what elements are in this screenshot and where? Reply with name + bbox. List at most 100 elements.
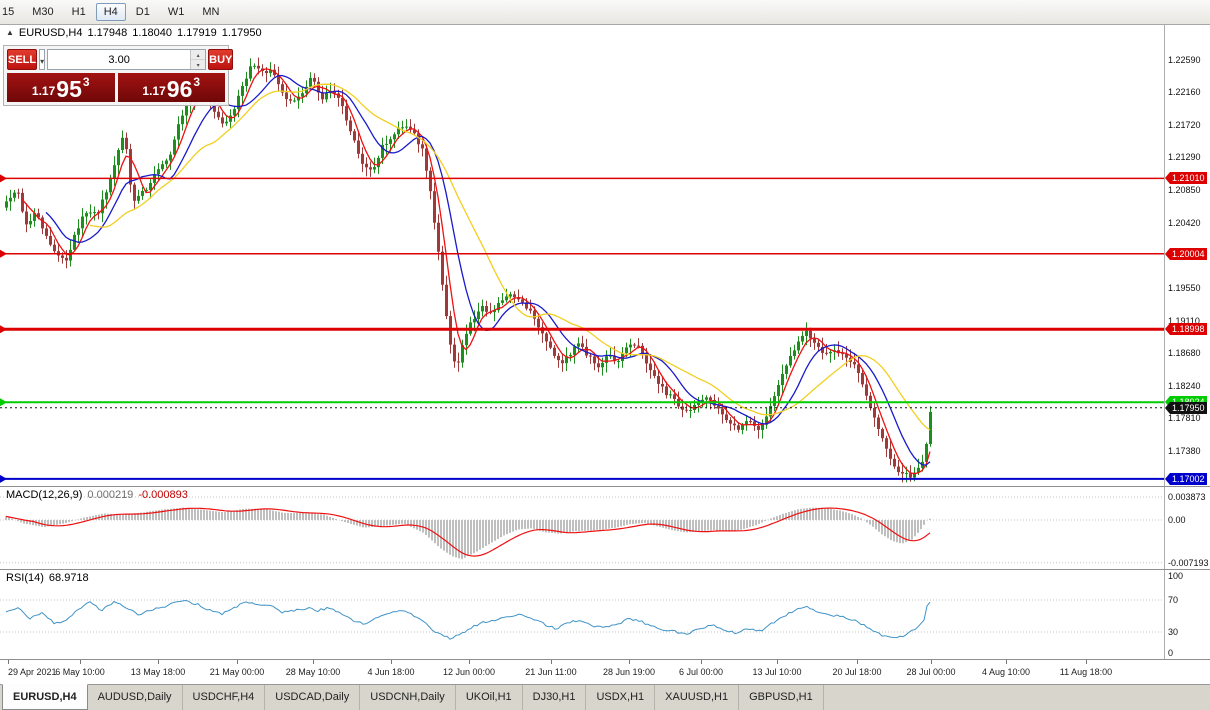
rsi-canvas	[0, 570, 1164, 659]
macd-tick: 0.003873	[1168, 492, 1206, 502]
price-line-label: 1.17950	[1165, 401, 1207, 414]
price-tick: 1.21720	[1168, 120, 1201, 131]
price-tick: 1.19550	[1168, 282, 1201, 293]
time-tick	[80, 660, 81, 664]
main-chart-pane: ▲ EURUSD,H4 1.17948 1.18040 1.17919 1.17950 S…	[0, 25, 1210, 487]
chart-tab-ukoil-h1[interactable]: UKOil,H1	[456, 685, 523, 710]
price-tick: 1.17810	[1168, 413, 1201, 424]
time-tick	[1086, 660, 1087, 664]
chart-tab-gbpusd-h1[interactable]: GBPUSD,H1	[739, 685, 824, 710]
price-tick: 1.22160	[1168, 87, 1201, 98]
rsi-axis: 100 70 30 0	[1164, 570, 1210, 659]
volume-spinner: ▴ ▾	[190, 50, 206, 69]
timeframe-button-w1[interactable]: W1	[167, 6, 185, 18]
timeframe-button-h4[interactable]: H4	[95, 3, 126, 21]
price-tick: 1.18240	[1168, 381, 1201, 392]
time-label: 4 Jun 18:00	[367, 667, 415, 677]
macd-header: MACD(12,26,9) 0.000219 -0.000893	[6, 489, 193, 501]
macd-signal-value: -0.000893	[138, 489, 188, 501]
volume-up-button[interactable]: ▴	[191, 50, 206, 60]
rsi-tick: 30	[1168, 627, 1179, 637]
price-tick: 1.21290	[1168, 152, 1201, 163]
chart-tab-usdcad-daily[interactable]: USDCAD,Daily	[265, 685, 361, 710]
time-tick	[313, 660, 314, 664]
sell-price-main: 95	[56, 76, 82, 102]
time-tick	[469, 660, 470, 664]
macd-value: 0.000219	[87, 489, 134, 501]
rsi-value: 68.9718	[48, 572, 89, 584]
rsi-header: RSI(14) 68.9718	[6, 572, 94, 584]
buy-price-prefix: 1.17	[142, 84, 166, 98]
macd-tick: 0.00	[1168, 515, 1186, 525]
chart-window: ▲ EURUSD,H4 1.17948 1.18040 1.17919 1.17950 S…	[0, 25, 1210, 684]
time-axis[interactable]: 29 Apr 2021 6 May 10:00 13 May 18:00 21 May…	[0, 660, 1210, 684]
rsi-pane: RSI(14) 68.9718 100 70 30 0	[0, 570, 1210, 660]
time-label: 4 Aug 10:00	[981, 667, 1031, 677]
price-axis[interactable]: 1.22590 1.22160 1.21720 1.21290 1.20850 1.204…	[1164, 25, 1210, 486]
time-label: 28 May 10:00	[285, 667, 341, 677]
price-tick: 1.20850	[1168, 185, 1201, 196]
time-tick	[931, 660, 932, 664]
rsi-tick: 70	[1168, 595, 1179, 605]
volume-down-button[interactable]: ▾	[191, 60, 206, 69]
rsi-tick: 100	[1168, 571, 1184, 581]
rsi-label: RSI(14)	[6, 572, 44, 584]
chevron-up-icon: ▴	[196, 53, 200, 59]
time-label: 6 May 10:00	[55, 667, 105, 677]
time-label: 21 Jun 11:00	[525, 667, 577, 677]
timeframe-button-15[interactable]: 15	[2, 6, 15, 18]
chart-ohlc-header: ▲ EURUSD,H4 1.17948 1.18040 1.17919 1.17950	[6, 27, 267, 39]
price-line-label: 1.17002	[1165, 472, 1207, 485]
time-tick	[8, 660, 9, 664]
chart-tab-dj30-h1[interactable]: DJ30,H1	[523, 685, 587, 710]
rsi-tick: 0	[1168, 648, 1174, 658]
macd-axis: 0.003873 0.00 -0.007193	[1164, 487, 1210, 569]
chart-tab-eurusd-h4[interactable]: EURUSD,H4	[2, 684, 88, 710]
ohlc-high: 1.18040	[132, 27, 173, 39]
price-line-label: 1.21010	[1165, 172, 1207, 185]
timeframe-button-mn[interactable]: MN	[202, 6, 220, 18]
buy-price-main: 96	[166, 76, 193, 102]
ohlc-close: 1.17950	[221, 27, 262, 39]
time-tick	[1006, 660, 1007, 664]
chart-tabbar: EURUSD,H4 AUDUSD,Daily USDCHF,H4 USDCAD,Dai…	[0, 684, 1210, 710]
chart-tab-audusd-daily[interactable]: AUDUSD,Daily	[88, 685, 183, 710]
ohlc-open: 1.17948	[87, 27, 128, 39]
macd-canvas	[0, 487, 1164, 569]
chart-tab-usdx-h1[interactable]: USDX,H1	[586, 685, 656, 710]
time-label: 6 Jul 00:00	[678, 667, 724, 677]
price-tick: 1.18680	[1168, 348, 1201, 359]
volume-field: ▴ ▾	[47, 49, 207, 70]
timeframe-button-h1[interactable]: H1	[71, 6, 86, 18]
ohlc-low: 1.17919	[177, 27, 217, 39]
macd-label: MACD(12,26,9)	[6, 489, 83, 501]
chart-symbol-label: EURUSD,H4	[18, 27, 83, 39]
price-line-label: 1.20004	[1165, 247, 1207, 260]
buy-price-sup: 3	[193, 75, 201, 89]
sell-price-prefix: 1.17	[31, 84, 56, 98]
time-label: 28 Jul 00:00	[906, 667, 956, 677]
volume-input[interactable]	[48, 50, 191, 69]
time-label: 29 Apr 2021	[8, 667, 57, 677]
order-options-dropdown[interactable]: ▾	[39, 49, 46, 70]
price-tick: 1.17380	[1168, 445, 1201, 456]
price-tick: 1.19110	[1168, 315, 1200, 326]
timeframe-button-m30[interactable]: M30	[32, 6, 54, 18]
buy-button[interactable]: BUY	[208, 49, 234, 70]
chart-tab-usdcnh-daily[interactable]: USDCNH,Daily	[360, 685, 456, 710]
buy-price-display[interactable]: 1.17 96 3	[117, 73, 225, 102]
price-line-label: 1.18998	[1165, 323, 1207, 336]
timeframe-button-d1[interactable]: D1	[135, 6, 150, 18]
sell-button[interactable]: SELL	[7, 49, 38, 70]
timeframe-toolbar: 15 M30 H1 H4 D1 W1 MN	[0, 0, 1210, 25]
time-tick	[551, 660, 552, 664]
time-tick	[391, 660, 392, 664]
chart-symbol-icon: ▲	[6, 28, 14, 37]
chart-tab-usdchf-h4[interactable]: USDCHF,H4	[183, 685, 266, 710]
sell-price-display[interactable]: 1.17 95 3	[7, 73, 115, 102]
chart-tab-xauusd-h1[interactable]: XAUUSD,H1	[655, 685, 740, 710]
chevron-down-icon: ▾	[40, 57, 45, 66]
time-label: 28 Jun 19:00	[602, 667, 656, 677]
macd-pane: MACD(12,26,9) 0.000219 -0.000893 0.003873 0…	[0, 487, 1210, 570]
time-tick	[237, 660, 238, 664]
